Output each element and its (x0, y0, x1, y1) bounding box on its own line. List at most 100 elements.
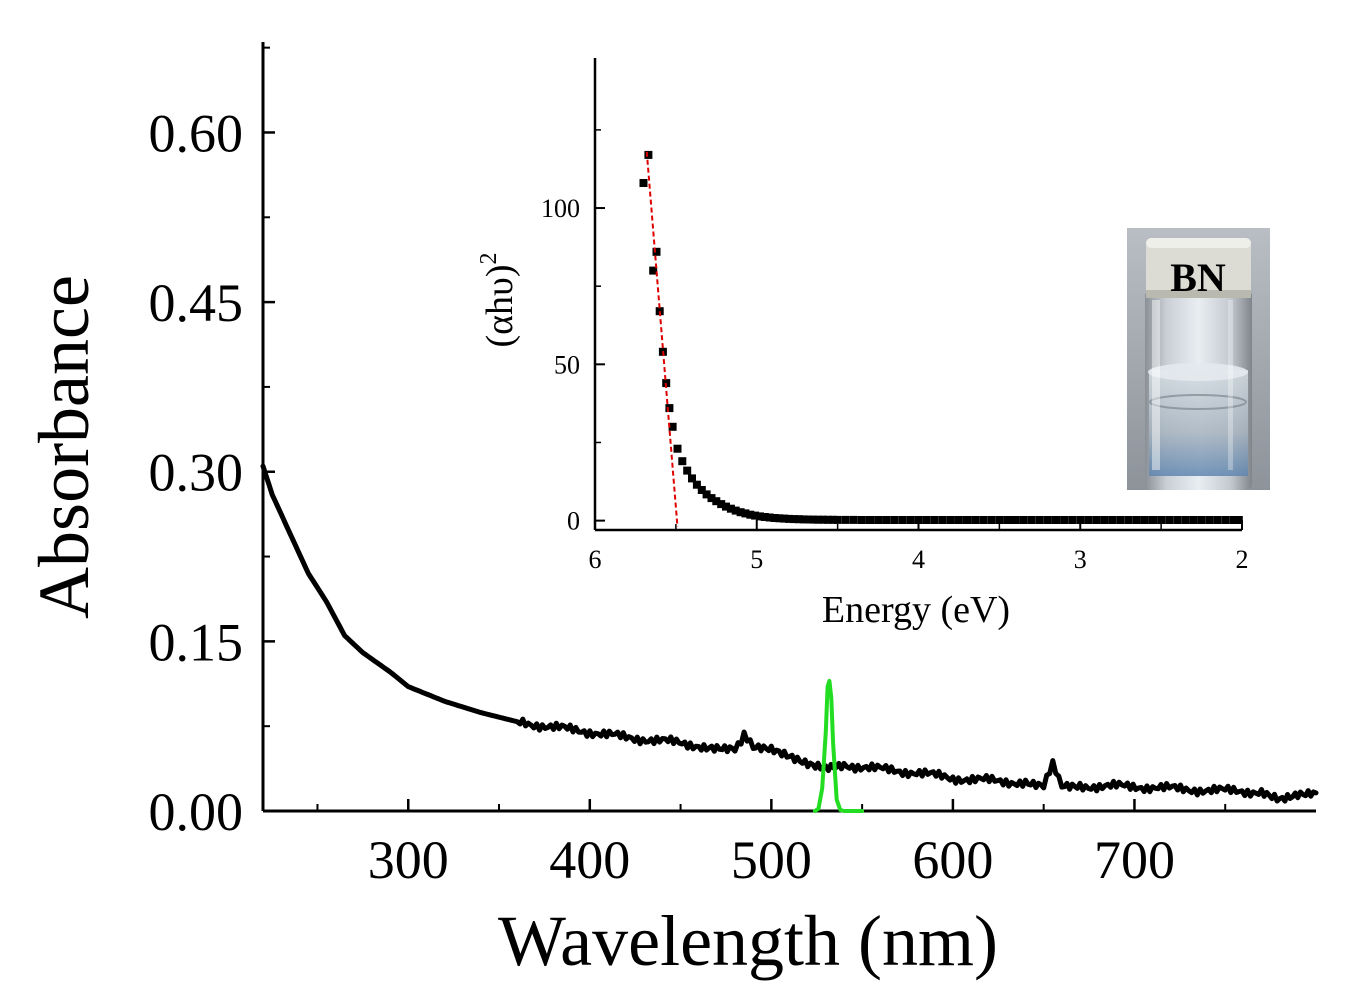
laser-peak-line (812, 678, 865, 813)
inset-y-tick-label: 0 (567, 507, 580, 536)
main-y-tick-label: 0.60 (149, 103, 244, 163)
tauc-data-point (882, 516, 891, 524)
inset-y-tick-label: 100 (541, 194, 580, 223)
inset-x-tick-label: 3 (1074, 545, 1087, 574)
main-x-tick-label: 500 (731, 830, 812, 890)
tauc-data-point (954, 516, 963, 524)
tauc-data-point (655, 307, 664, 316)
tauc-data-point (1027, 516, 1036, 524)
inset-x-tick-label: 5 (750, 545, 763, 574)
tauc-data-point (1229, 516, 1238, 524)
tauc-data-point (1157, 516, 1166, 524)
tauc-data-point (770, 514, 779, 522)
tauc-data-point (765, 513, 774, 522)
tauc-data-point (1173, 516, 1182, 524)
tauc-data-point (828, 515, 837, 524)
tauc-data-point (1197, 516, 1206, 524)
tauc-data-point (712, 497, 721, 506)
tauc-data-point (726, 504, 735, 513)
tauc-data-point (785, 514, 794, 523)
tauc-data-point (756, 512, 764, 521)
linear-fit-line (645, 151, 679, 527)
inset-x-tick-label: 2 (1236, 545, 1249, 574)
main-y-tick-label: 0.15 (149, 612, 244, 672)
tauc-data-point (1011, 516, 1020, 524)
tauc-data-point (751, 511, 760, 520)
tauc-data-point (849, 515, 858, 524)
tauc-data-point (692, 480, 701, 489)
tauc-data-point (971, 516, 980, 524)
tauc-data-point (866, 516, 874, 524)
inset-x-ticks: 6 5 4 3 2 (589, 520, 1249, 574)
tauc-data-point (1116, 516, 1125, 524)
main-x-tick-label: 600 (912, 830, 993, 890)
inset-y-axis-label: (αhυ)2 (476, 252, 521, 347)
tauc-data-point (1205, 516, 1214, 524)
tauc-data-point (1124, 516, 1133, 524)
main-axes (261, 42, 1316, 813)
tauc-data-point (930, 516, 939, 524)
tauc-data-point (1003, 516, 1012, 524)
tauc-data-point (1108, 516, 1117, 524)
tauc-data-point (799, 515, 808, 524)
tauc-data-point (814, 515, 823, 524)
tauc-data-point (746, 510, 755, 519)
tauc-data-point (697, 486, 706, 494)
tauc-data-point (652, 247, 661, 256)
main-y-tick-label: 0.30 (149, 443, 244, 503)
tauc-data-point (683, 466, 692, 475)
tauc-data-point (707, 494, 716, 503)
inset-series (639, 150, 1243, 527)
tauc-data-point (1076, 516, 1085, 524)
tauc-data-point (1084, 516, 1093, 524)
tauc-data-point (819, 515, 828, 524)
absorbance-line (260, 463, 1319, 804)
tauc-data-point (833, 515, 842, 524)
main-x-tick-label: 400 (549, 830, 630, 890)
tauc-data-point (963, 516, 971, 524)
tauc-data-point (946, 516, 955, 524)
tauc-data-point (644, 150, 653, 159)
tauc-data-point (841, 515, 850, 524)
tauc-data-point (1181, 516, 1190, 524)
tauc-data-point (760, 513, 769, 521)
tauc-data-point (922, 516, 931, 524)
main-series (260, 463, 1319, 813)
tauc-data-point (1140, 516, 1149, 524)
inset-y-ticks: 0 50 100 (541, 129, 605, 536)
tauc-data-point (1132, 516, 1141, 524)
inset-y-axis-label-sup: 2 (476, 252, 502, 264)
tauc-data-point (914, 516, 923, 524)
main-x-ticks: 300 400 500 600 700 (316, 799, 1227, 890)
tauc-data-point (823, 515, 832, 524)
inset-x-tick-label: 6 (589, 545, 602, 574)
tauc-data-point (938, 516, 947, 524)
tauc-data-point (1068, 516, 1077, 524)
main-x-tick-label: 700 (1094, 830, 1175, 890)
tauc-data-point (804, 515, 813, 524)
tauc-data-point (874, 516, 883, 524)
tauc-data-point (1100, 516, 1109, 524)
main-y-tick-label: 0.45 (149, 273, 244, 333)
inset-y-axis-label-base: (αhυ) (479, 264, 521, 347)
tauc-data-point (673, 444, 682, 453)
tauc-data-point (898, 516, 907, 524)
tauc-data-point (702, 490, 711, 499)
tauc-data-point (1052, 516, 1060, 524)
tauc-data-point (890, 516, 899, 524)
tauc-data-point (1189, 516, 1198, 524)
tauc-data-point (987, 516, 996, 524)
tauc-data-point (775, 514, 784, 523)
tauc-data-point (790, 515, 798, 524)
tauc-data-point (668, 422, 677, 431)
tauc-data-point (1221, 516, 1230, 524)
tauc-data-point (995, 516, 1004, 524)
tauc-data-point (979, 516, 988, 524)
tauc-data-point (722, 502, 730, 511)
tauc-data-point (780, 514, 789, 523)
main-y-axis-label: Absorbance (24, 275, 104, 619)
tauc-data-point (1149, 516, 1157, 524)
tauc-data-point (1213, 516, 1222, 524)
